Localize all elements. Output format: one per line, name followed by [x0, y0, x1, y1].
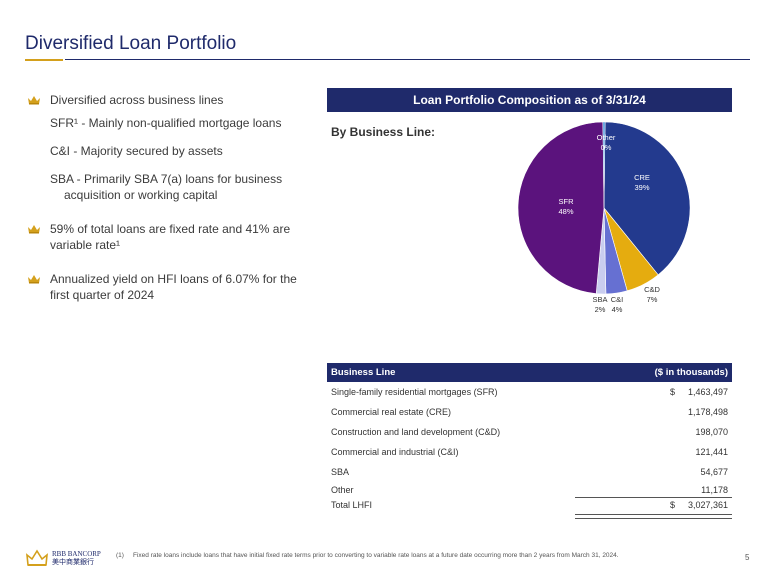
logo-text: RBB BANCORP 美中商業銀行: [52, 550, 101, 566]
sub-bullet: SFR¹ - Mainly non-qualified mortgage loa…: [50, 116, 282, 130]
page-number: 5: [745, 553, 750, 562]
row-label: Commercial real estate (CRE): [331, 407, 452, 417]
loan-table: Business Line ($ in thousands) Single-fa…: [327, 363, 732, 519]
title-rule: [65, 59, 750, 60]
bullet-line: first quarter of 2024: [50, 288, 155, 302]
row-amount-cell: 1,178,498: [670, 407, 728, 417]
pie-label-value: 4%: [612, 305, 623, 314]
pie-label-name: C&D: [644, 285, 660, 294]
crown-icon: [28, 96, 40, 105]
title-accent-rule: [25, 59, 63, 61]
logo-cn: 美中商業銀行: [52, 558, 94, 566]
logo-en: RBB BANCORP: [52, 550, 101, 558]
bullet-line: variable rate¹: [50, 238, 121, 252]
pie-label-value: 2%: [595, 305, 606, 314]
crown-icon: [28, 225, 40, 234]
row-amount-cell: 54,677: [670, 467, 728, 477]
row-label: Other: [331, 484, 354, 495]
bullet-line: Annualized yield on HFI loans of 6.07% f…: [50, 272, 297, 286]
table-row: Commercial real estate (CRE) 1,178,498: [327, 402, 732, 422]
row-amount: 11,178: [701, 484, 728, 495]
row-label: Commercial and industrial (C&I): [331, 447, 459, 457]
sub-bullet-line: SBA - Primarily SBA 7(a) loans for busin…: [50, 172, 283, 186]
col-header-line: Business Line: [331, 367, 396, 378]
pie-slice-other: [602, 121, 606, 209]
row-amount-cell: 121,441: [670, 447, 728, 457]
row-amount: 1,178,498: [687, 407, 728, 417]
table-total-row: Total LHFI $ 3,027,361: [327, 498, 732, 512]
pie-label-name: CRE: [634, 173, 650, 182]
bullet-item: Annualized yield on HFI loans of 6.07% f…: [27, 271, 307, 303]
sub-bullet: C&I - Majority secured by assets: [50, 144, 223, 158]
row-amount: 198,070: [695, 427, 728, 437]
bullet-line: 59% of total loans are fixed rate and 41…: [50, 222, 291, 236]
row-label: Construction and land development (C&D): [331, 427, 501, 437]
row-amount-cell: $1,463,497: [670, 387, 728, 397]
total-label: Total LHFI: [331, 500, 373, 510]
pie-slice-sfr: [517, 121, 605, 294]
sub-bullet-line: acquisition or working capital: [64, 188, 218, 202]
footnote-marker: (1): [116, 552, 124, 559]
total-amount-cell: $ 3,027,361: [670, 500, 728, 510]
bullet-item: 59% of total loans are fixed rate and 41…: [27, 221, 307, 253]
table-row: SBA 54,677: [327, 462, 732, 482]
page-title: Diversified Loan Portfolio: [25, 33, 237, 54]
pie-label-name: SFR: [559, 197, 575, 206]
pie-label-name: C&I: [611, 295, 624, 304]
table-row: Commercial and industrial (C&I) 121,441: [327, 442, 732, 462]
bullet-text: 59% of total loans are fixed rate and 41…: [50, 221, 290, 253]
bullet-list: Diversified across business lines SFR¹ -…: [27, 92, 307, 303]
company-logo: [26, 549, 48, 566]
row-amount-cell: 11,178: [670, 485, 728, 495]
row-amount-cell: 198,070: [670, 427, 728, 437]
bullet-text: Annualized yield on HFI loans of 6.07% f…: [50, 271, 297, 303]
row-label: SBA: [331, 467, 350, 477]
pie-label-name: Other: [597, 133, 616, 142]
sub-bullet: SBA - Primarily SBA 7(a) loans for busin…: [50, 171, 307, 203]
table-row: Other 11,178: [327, 482, 732, 497]
panel-subheader: By Business Line:: [331, 125, 436, 139]
table-row: Single-family residential mortgages (SFR…: [327, 382, 732, 402]
crown-icon: [28, 275, 40, 284]
bullet-item: Diversified across business lines: [27, 92, 307, 108]
row-label: Single-family residential mortgages (SFR…: [331, 387, 498, 397]
total-amount: 3,027,361: [687, 500, 728, 510]
total-currency: $: [670, 500, 676, 510]
footnote-text: Fixed rate loans include loans that have…: [133, 552, 619, 559]
pie-label-value: 39%: [634, 183, 649, 192]
total-double-rule: [575, 514, 732, 519]
col-header-amount: ($ in thousands): [654, 367, 728, 378]
footnote: (1) Fixed rate loans include loans that …: [116, 551, 731, 560]
table-body: Single-family residential mortgages (SFR…: [327, 382, 732, 497]
pie-slice-cre: [603, 121, 691, 276]
panel-header: Loan Portfolio Composition as of 3/31/24: [327, 88, 732, 112]
row-amount: 1,463,497: [687, 387, 728, 397]
pie-label-value: 48%: [558, 207, 573, 216]
total-rule: [575, 497, 732, 498]
table-header: Business Line ($ in thousands): [327, 363, 732, 382]
row-amount: 121,441: [695, 447, 728, 457]
bullet-text: Diversified across business lines: [50, 93, 224, 107]
row-amount: 54,677: [700, 467, 728, 477]
pie-label-name: SBA: [592, 295, 607, 304]
pie-label-value: 0%: [601, 143, 612, 152]
table-row: Construction and land development (C&D) 1…: [327, 422, 732, 442]
row-currency: $: [670, 387, 676, 397]
pie-label-value: 7%: [647, 295, 658, 304]
